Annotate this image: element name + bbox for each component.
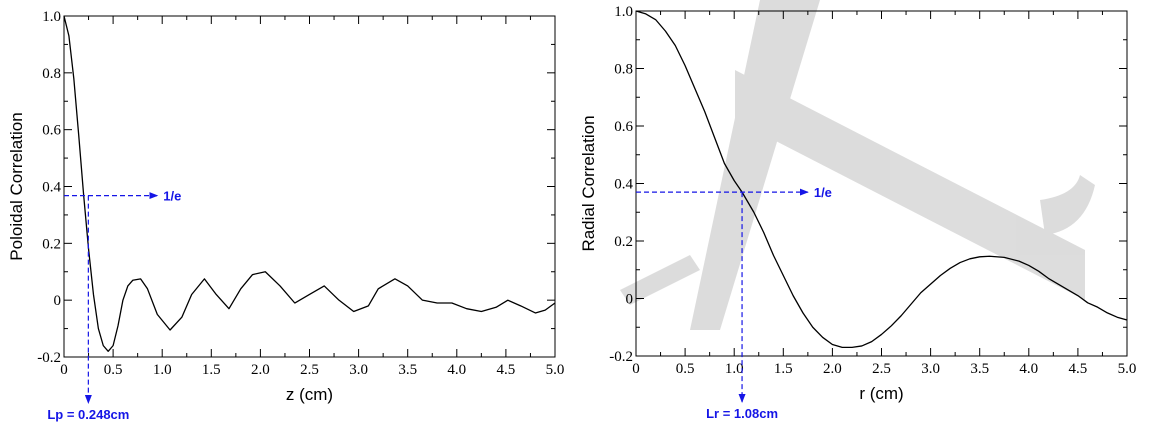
x-tick-label: 2.5 (872, 361, 891, 377)
x-tick-label: 0 (60, 362, 68, 378)
x-tick-label: 0.5 (676, 361, 695, 377)
y-tick-label: 0.8 (614, 62, 633, 78)
length-label: Lp = 0.248cm (47, 407, 129, 422)
x-tick-label: 2.0 (251, 362, 270, 378)
y-tick-label: 0.6 (42, 123, 61, 139)
y-tick-label: 0 (54, 293, 62, 309)
plot-frame (63, 15, 556, 358)
x-tick-label: 0 (632, 361, 640, 377)
x-tick-label: 2.0 (823, 361, 842, 377)
y-tick-label: -0.2 (609, 349, 633, 365)
x-tick-label: 3.5 (970, 361, 989, 377)
x-tick-label: 4.5 (1069, 361, 1088, 377)
x-tick-label: 3.0 (349, 362, 368, 378)
x-axis-label: z (cm) (286, 385, 333, 404)
poloidal-correlation-chart: 0 0.5 1.0 1.5 2.0 2.5 3.0 3.5 4.0 4.5 5.0-0.200.20… (7, 9, 564, 422)
radial-correlation-chart: 0 0.5 1.0 1.5 2.0 2.5 3.0 3.5 4.0 4.5 5.0-0.200.20… (579, 4, 1136, 421)
correlation-curve (63, 15, 556, 352)
correlation-curve (635, 10, 1128, 349)
watermark-shapes (620, 0, 1095, 330)
x-tick-label: 5.0 (1118, 361, 1137, 377)
x-tick-label: 1.0 (725, 361, 744, 377)
y-tick-label: 0.2 (614, 234, 633, 250)
x-tick-label: 1.0 (153, 362, 172, 378)
y-tick-label: 0 (626, 292, 634, 308)
x-tick-label: 1.5 (202, 362, 221, 378)
y-axis-label: Radial Correlation (579, 115, 598, 251)
length-label: Lr = 1.08cm (706, 406, 778, 421)
x-tick-label: 4.0 (1019, 361, 1038, 377)
y-tick-label: 1.0 (42, 9, 61, 25)
x-tick-label: 4.5 (497, 362, 516, 378)
y-tick-label: 0.4 (42, 180, 61, 196)
y-axis-label: Poloidal Correlation (7, 112, 26, 260)
x-tick-label: 3.5 (398, 362, 417, 378)
x-tick-label: 5.0 (546, 362, 565, 378)
y-tick-label: 0.2 (42, 236, 61, 252)
y-tick-label: 0.4 (614, 177, 633, 193)
y-tick-label: 1.0 (614, 4, 633, 20)
x-tick-label: 3.0 (921, 361, 940, 377)
x-axis-label: r (cm) (859, 384, 903, 403)
x-tick-label: 0.5 (104, 362, 123, 378)
x-tick-label: 1.5 (774, 361, 793, 377)
e-level-label: 1/e (814, 185, 832, 200)
y-tick-label: 0.8 (42, 66, 61, 82)
e-level-label: 1/e (163, 189, 181, 204)
x-tick-label: 2.5 (300, 362, 319, 378)
y-tick-label: 0.6 (614, 119, 633, 135)
x-tick-label: 4.0 (447, 362, 466, 378)
y-tick-label: -0.2 (37, 350, 61, 366)
